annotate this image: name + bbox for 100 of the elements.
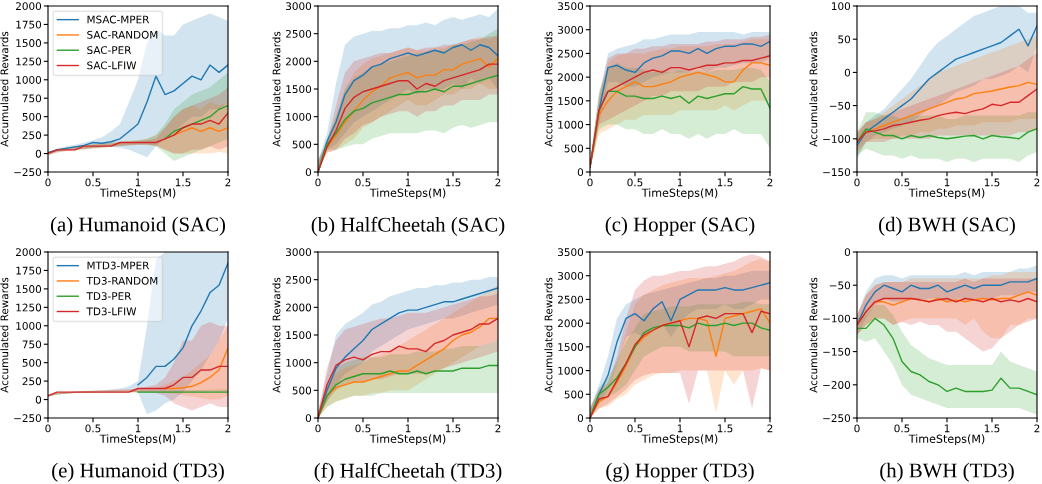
x-tick-label: 1.5 (984, 424, 1000, 433)
x-tick-label: 0.5 (894, 178, 910, 187)
y-tick-label: 750 (22, 94, 42, 103)
x-tick-label: 1.5 (717, 424, 733, 433)
y-tick-label: 2500 (558, 49, 584, 58)
legend-label: SAC-RANDOM (87, 30, 158, 39)
legend-label: MTD3-MPER (87, 261, 150, 270)
x-tick-label: 1.5 (175, 178, 191, 187)
x-axis-title: TimeSteps(M) (99, 434, 176, 446)
y-tick-label: 1250 (16, 57, 42, 66)
legend-label: TD3-PER (86, 292, 132, 301)
y-tick-label: −100 (823, 135, 851, 143)
x-tick-label: 0.5 (627, 178, 643, 187)
legend-label: MSAC-MPER (87, 15, 150, 24)
x-tick-label: 1.5 (717, 178, 733, 187)
y-tick-label: 0 (577, 414, 584, 423)
x-axis-title: TimeSteps(M) (908, 434, 985, 446)
text: (b) HalfCheetah (SAC) (311, 216, 505, 236)
x-tick-label: 2 (495, 424, 501, 433)
x-tick-label: 0.5 (355, 424, 371, 433)
y-tick-label: 750 (22, 340, 42, 349)
line-series (48, 112, 228, 155)
y-tick-label: 500 (292, 386, 312, 395)
x-axis-title: TimeSteps(M) (369, 188, 446, 200)
y-tick-label: 1750 (16, 266, 42, 275)
text: (d) BWH (SAC) (879, 216, 1015, 236)
x-axis-title: TimeSteps(M) (99, 188, 176, 200)
y-tick-label: 2000 (16, 2, 42, 11)
x-tick-label: 1.5 (445, 178, 461, 187)
y-tick-label: 500 (292, 140, 312, 149)
y-tick-label: 1500 (286, 331, 312, 340)
y-tick-label: 2000 (558, 319, 584, 328)
line-series (857, 297, 1037, 326)
y-tick-label: −150 (823, 168, 851, 177)
y-tick-label: 1500 (286, 85, 312, 94)
y-tick-label: 2500 (286, 29, 312, 38)
x-tick-label: 1 (677, 424, 683, 433)
x-tick-label: 0 (854, 424, 860, 433)
y-tick-label: 100 (832, 2, 851, 11)
y-tick-label: 3500 (558, 248, 584, 257)
x-tick-label: 2 (1034, 424, 1040, 433)
x-tick-label: 2 (1034, 178, 1040, 187)
y-axis-title: Accumulated Rewards (809, 277, 818, 393)
y-tick-label: 1750 (16, 20, 42, 29)
y-tick-label: 1000 (558, 366, 584, 375)
x-tick-label: 2 (767, 178, 773, 187)
y-axis-title: Accumulated Rewards (544, 277, 553, 393)
legend-label: SAC-LFIW (87, 61, 137, 70)
y-tick-label: 500 (564, 144, 584, 153)
x-tick-label: 0 (587, 424, 593, 433)
y-tick-label: 3000 (558, 271, 584, 280)
x-axis-title: TimeSteps(M) (908, 188, 985, 200)
x-tick-label: 0.5 (85, 424, 101, 433)
y-tick-label: −200 (823, 381, 851, 389)
y-tick-label: 0 (305, 414, 312, 423)
y-tick-label: 0 (844, 68, 851, 77)
y-tick-label: 500 (22, 112, 42, 121)
y-axis-title: Accumulated Rewards (272, 31, 281, 147)
x-axis-title: TimeSteps(M) (369, 434, 446, 446)
y-tick-label: 1250 (16, 303, 42, 312)
x-tick-label: 1.5 (984, 178, 1000, 187)
x-tick-label: 1.5 (445, 424, 461, 433)
x-axis-title: TimeSteps(M) (641, 434, 718, 446)
y-tick-label: 3000 (286, 2, 312, 11)
line-series (857, 317, 1037, 396)
y-axis-title: Accumulated Rewards (0, 31, 9, 147)
text: (e) Humanoid (TD3) (52, 462, 224, 482)
legend-label: TD3-LFIW (86, 307, 137, 316)
x-tick-label: 1 (405, 424, 411, 433)
x-tick-label: 2 (225, 178, 231, 187)
text: (f) HalfCheetah (TD3) (314, 462, 502, 482)
x-tick-label: 0 (45, 424, 51, 433)
y-tick-label: 1000 (558, 120, 584, 129)
x-tick-label: 0 (315, 178, 321, 187)
y-tick-label: −100 (823, 314, 851, 323)
x-tick-label: 2 (225, 424, 231, 433)
y-tick-label: 2500 (286, 275, 312, 284)
y-tick-label: 2000 (558, 73, 584, 82)
y-tick-label: 1500 (16, 285, 42, 293)
y-tick-label: 2500 (558, 295, 584, 304)
y-tick-label: 50 (838, 35, 851, 44)
y-axis-title: Accumulated Rewards (544, 31, 553, 147)
x-tick-label: 0 (854, 178, 860, 187)
y-tick-label: 500 (564, 390, 584, 399)
x-tick-label: 1 (944, 178, 950, 187)
y-tick-label: 1000 (286, 358, 312, 367)
x-tick-label: 0.5 (627, 424, 643, 433)
x-tick-label: 1 (944, 424, 950, 433)
y-tick-label: 500 (22, 358, 42, 367)
y-tick-label: 1000 (286, 112, 312, 121)
y-tick-label: 0 (35, 395, 42, 404)
y-tick-label: 3500 (558, 2, 584, 11)
y-tick-label: −250 (14, 168, 42, 177)
x-axis-title: TimeSteps(M) (641, 188, 718, 200)
x-tick-label: 1 (405, 178, 411, 187)
x-tick-label: 1.5 (175, 424, 191, 433)
x-tick-label: 1 (135, 178, 141, 187)
y-tick-label: 3000 (286, 248, 312, 257)
y-tick-label: 2000 (286, 303, 312, 312)
y-tick-label: −150 (823, 347, 851, 356)
